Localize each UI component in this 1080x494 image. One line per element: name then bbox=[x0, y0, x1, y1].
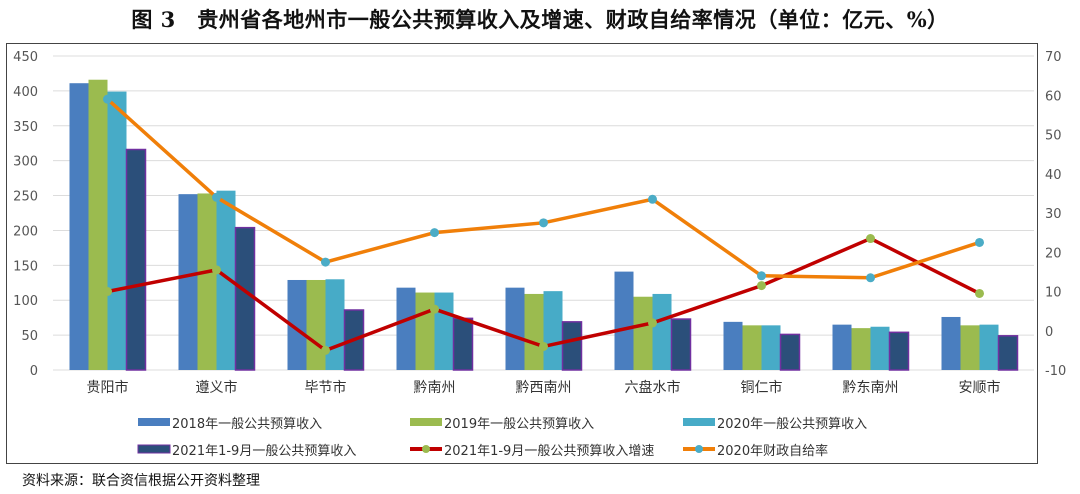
line-point bbox=[430, 228, 439, 238]
chart-title: 图 3 贵州省各地州市一般公共预算收入及增速、财政自给率情况（单位：亿元、%） bbox=[131, 7, 949, 32]
bar bbox=[779, 333, 801, 371]
bar bbox=[69, 83, 89, 371]
bar bbox=[832, 324, 852, 370]
category-label: 黔西南州 bbox=[516, 380, 572, 396]
legend-label: 2020年财政自给率 bbox=[717, 443, 828, 459]
right-tick-label: 20 bbox=[1045, 246, 1062, 261]
bar bbox=[543, 291, 563, 370]
left-tick-label: 450 bbox=[13, 50, 38, 65]
bar bbox=[723, 321, 743, 370]
right-tick-label: 70 bbox=[1045, 50, 1062, 65]
legend-marker bbox=[695, 445, 703, 453]
category-label: 贵阳市 bbox=[87, 379, 129, 396]
legend-label: 2019年一般公共预算收入 bbox=[444, 416, 594, 432]
left-tick-label: 200 bbox=[13, 224, 38, 239]
bar bbox=[979, 324, 999, 370]
left-tick-label: 100 bbox=[13, 294, 38, 309]
line-point bbox=[975, 288, 984, 298]
legend-swatch bbox=[137, 444, 171, 454]
left-tick-label: 50 bbox=[21, 329, 38, 344]
bar bbox=[851, 328, 871, 370]
line-point bbox=[103, 94, 112, 104]
line-point bbox=[866, 234, 875, 244]
line-point bbox=[757, 281, 766, 291]
left-tick-label: 150 bbox=[13, 259, 38, 274]
legend-label: 2021年1-9月一般公共预算收入增速 bbox=[444, 443, 654, 459]
line-point bbox=[539, 218, 548, 228]
bar bbox=[997, 335, 1019, 371]
bar bbox=[325, 279, 345, 370]
category-label: 遵义市 bbox=[196, 379, 238, 396]
line-point bbox=[648, 318, 657, 328]
line-point bbox=[212, 192, 221, 202]
bar bbox=[960, 325, 980, 370]
legend-label: 2020年一般公共预算收入 bbox=[717, 416, 867, 432]
right-tick-label: 30 bbox=[1045, 207, 1062, 222]
chart-frame bbox=[6, 43, 1038, 464]
bar bbox=[524, 293, 544, 370]
line-point bbox=[321, 345, 330, 355]
category-label: 安顺市 bbox=[959, 379, 1001, 396]
line-point bbox=[539, 341, 548, 351]
left-tick-label: 300 bbox=[13, 155, 38, 170]
bar bbox=[888, 331, 910, 371]
bar bbox=[870, 326, 890, 370]
bar bbox=[670, 318, 692, 371]
left-tick-label: 0 bbox=[30, 364, 38, 379]
legend-swatch bbox=[683, 418, 715, 426]
line-point bbox=[212, 265, 221, 275]
bar bbox=[652, 293, 672, 370]
line-point bbox=[430, 304, 439, 314]
right-tick-label: -10 bbox=[1045, 364, 1066, 379]
bar bbox=[505, 287, 525, 370]
bar bbox=[941, 316, 961, 370]
right-tick-label: 0 bbox=[1045, 325, 1053, 340]
bar bbox=[742, 325, 762, 370]
category-label: 六盘水市 bbox=[625, 379, 681, 396]
right-tick-label: 40 bbox=[1045, 168, 1062, 183]
legend-label: 2021年1-9月一般公共预算收入 bbox=[172, 443, 356, 459]
line-point bbox=[757, 271, 766, 281]
left-tick-label: 250 bbox=[13, 190, 38, 205]
left-tick-label: 350 bbox=[13, 120, 38, 135]
source-note: 资料来源：联合资信根据公开资料整理 bbox=[22, 473, 260, 489]
bar bbox=[178, 194, 198, 370]
right-tick-label: 50 bbox=[1045, 129, 1062, 144]
legend-marker bbox=[422, 445, 430, 453]
right-tick-label: 60 bbox=[1045, 89, 1062, 104]
line-point bbox=[648, 194, 657, 204]
bar bbox=[125, 148, 147, 371]
bar bbox=[614, 271, 634, 370]
bar bbox=[434, 292, 454, 370]
category-label: 黔东南州 bbox=[843, 380, 899, 396]
bar bbox=[197, 193, 217, 370]
left-tick-label: 400 bbox=[13, 85, 38, 100]
bar bbox=[287, 279, 307, 370]
legend-swatch bbox=[410, 418, 442, 426]
legend-swatch bbox=[138, 418, 170, 426]
bar bbox=[107, 91, 127, 370]
bar bbox=[561, 321, 583, 371]
bar bbox=[761, 325, 781, 370]
bar bbox=[415, 292, 435, 370]
line-point bbox=[975, 237, 984, 247]
bar bbox=[396, 287, 416, 370]
line-point bbox=[866, 273, 875, 283]
bar bbox=[306, 279, 326, 370]
category-label: 毕节市 bbox=[305, 379, 347, 396]
category-label: 黔南州 bbox=[414, 380, 456, 396]
line-point bbox=[103, 287, 112, 296]
bar bbox=[88, 79, 108, 371]
bar bbox=[452, 317, 474, 371]
bar bbox=[216, 190, 236, 370]
bar bbox=[633, 296, 653, 370]
legend-label: 2018年一般公共预算收入 bbox=[172, 416, 322, 432]
right-tick-label: 10 bbox=[1045, 286, 1062, 301]
line-point bbox=[321, 257, 330, 267]
category-label: 铜仁市 bbox=[741, 379, 783, 396]
bar bbox=[234, 226, 256, 371]
